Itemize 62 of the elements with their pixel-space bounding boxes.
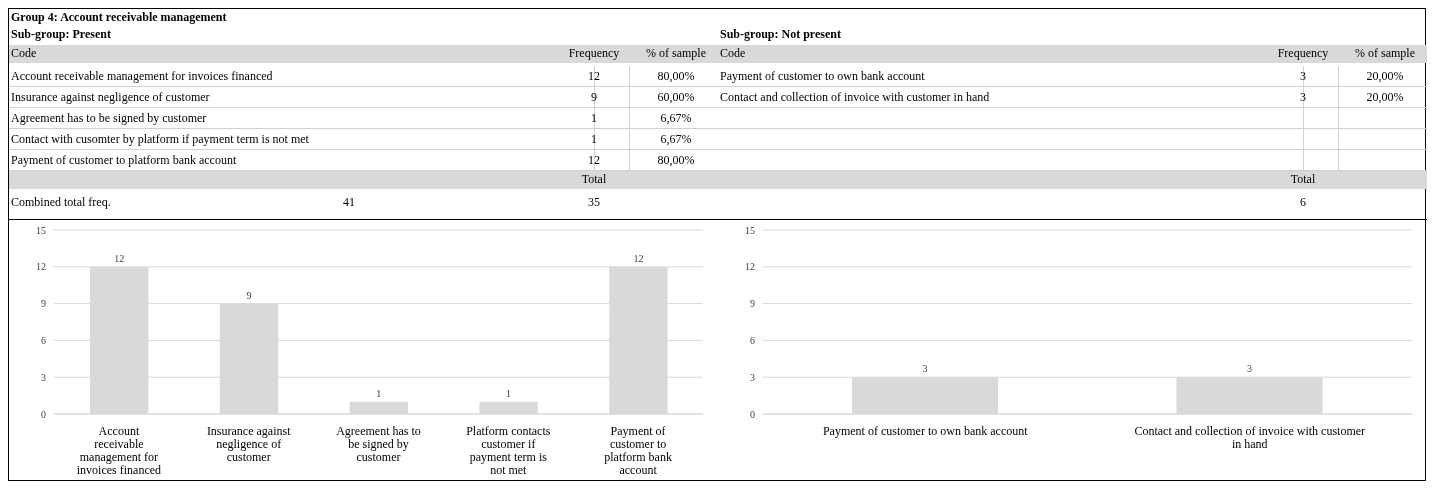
data-label: 3: [922, 363, 928, 375]
text: Total: [580, 171, 608, 188]
text: 1: [590, 131, 598, 148]
text: Insurance against negligence of customer: [11, 89, 211, 106]
y-tick-label: 9: [750, 298, 755, 310]
text: 3: [1299, 68, 1307, 85]
text: Code: [720, 45, 747, 62]
data-label: 1: [506, 387, 512, 399]
y-tick-label: 6: [750, 334, 755, 346]
chart-subtitle: Sub-group: Present: [11, 27, 111, 42]
x-tick-label: Insurance against negligence of customer: [206, 423, 292, 464]
text: 3: [1299, 89, 1307, 106]
y-tick-label: 0: [41, 408, 46, 420]
text: 6: [1299, 194, 1307, 211]
text: Payment of customer to platform bank account: [11, 152, 238, 169]
text: Payment of customer to own bank account: [720, 68, 926, 85]
y-tick-label: 12: [745, 261, 755, 273]
text: 12: [587, 152, 601, 169]
text: 60,00%: [656, 89, 696, 106]
y-tick-label: 0: [750, 408, 755, 420]
text: Contact and collection of invoice with customer in hand: [720, 89, 991, 106]
text: 9: [590, 89, 598, 106]
data-label: 12: [633, 252, 644, 264]
text: % of sample: [1354, 45, 1416, 62]
y-tick-label: 15: [745, 224, 755, 236]
data-label: 3: [1247, 363, 1253, 375]
x-tick-label: Platform contacts customer if payment term is not met: [466, 423, 551, 477]
y-tick-label: 9: [41, 298, 46, 310]
y-tick-label: 3: [41, 371, 46, 383]
text: Account receivable management for invoices financed: [11, 68, 274, 85]
text: Code: [11, 45, 38, 62]
x-tick-label: Agreement has to be signed by customer: [336, 423, 421, 464]
text: 20,00%: [1365, 68, 1405, 85]
text: 6,67%: [659, 131, 693, 148]
y-tick-label: 6: [41, 334, 46, 346]
text: 20,00%: [1365, 89, 1405, 106]
text: 80,00%: [656, 68, 696, 85]
data-label: 1: [376, 387, 382, 399]
data-label: 9: [246, 289, 252, 301]
chart-subtitle: Sub-group: Not present: [720, 27, 841, 42]
x-tick-label: Payment of customer to own bank account: [822, 423, 1029, 438]
text: 6,67%: [659, 110, 693, 127]
x-tick-label: Payment of customer to platform bank account: [604, 423, 672, 477]
text: 80,00%: [656, 152, 696, 169]
chart-title: Group 4: Account receivable management: [11, 10, 227, 25]
text: 41: [342, 194, 356, 211]
text: Total: [1289, 171, 1317, 188]
text: 1: [590, 110, 598, 127]
text: Contact with cusomter by platform if payment term is not met: [11, 131, 310, 148]
text: Combined total freq.: [11, 195, 111, 209]
data-label: 12: [114, 252, 125, 264]
text: Frequency: [567, 45, 621, 62]
text: 12: [587, 68, 601, 85]
y-tick-label: 15: [36, 224, 46, 236]
y-tick-label: 12: [36, 261, 46, 273]
y-tick-label: 3: [750, 371, 755, 383]
x-tick-label: Account receivable management for invoices financed: [76, 423, 162, 477]
text: 35: [587, 194, 601, 211]
x-tick-label: Contact and collection of invoice with customer in hand: [1134, 423, 1366, 451]
text: Frequency: [1276, 45, 1330, 62]
text: % of sample: [645, 45, 707, 62]
text: Agreement has to be signed by customer: [11, 110, 208, 127]
